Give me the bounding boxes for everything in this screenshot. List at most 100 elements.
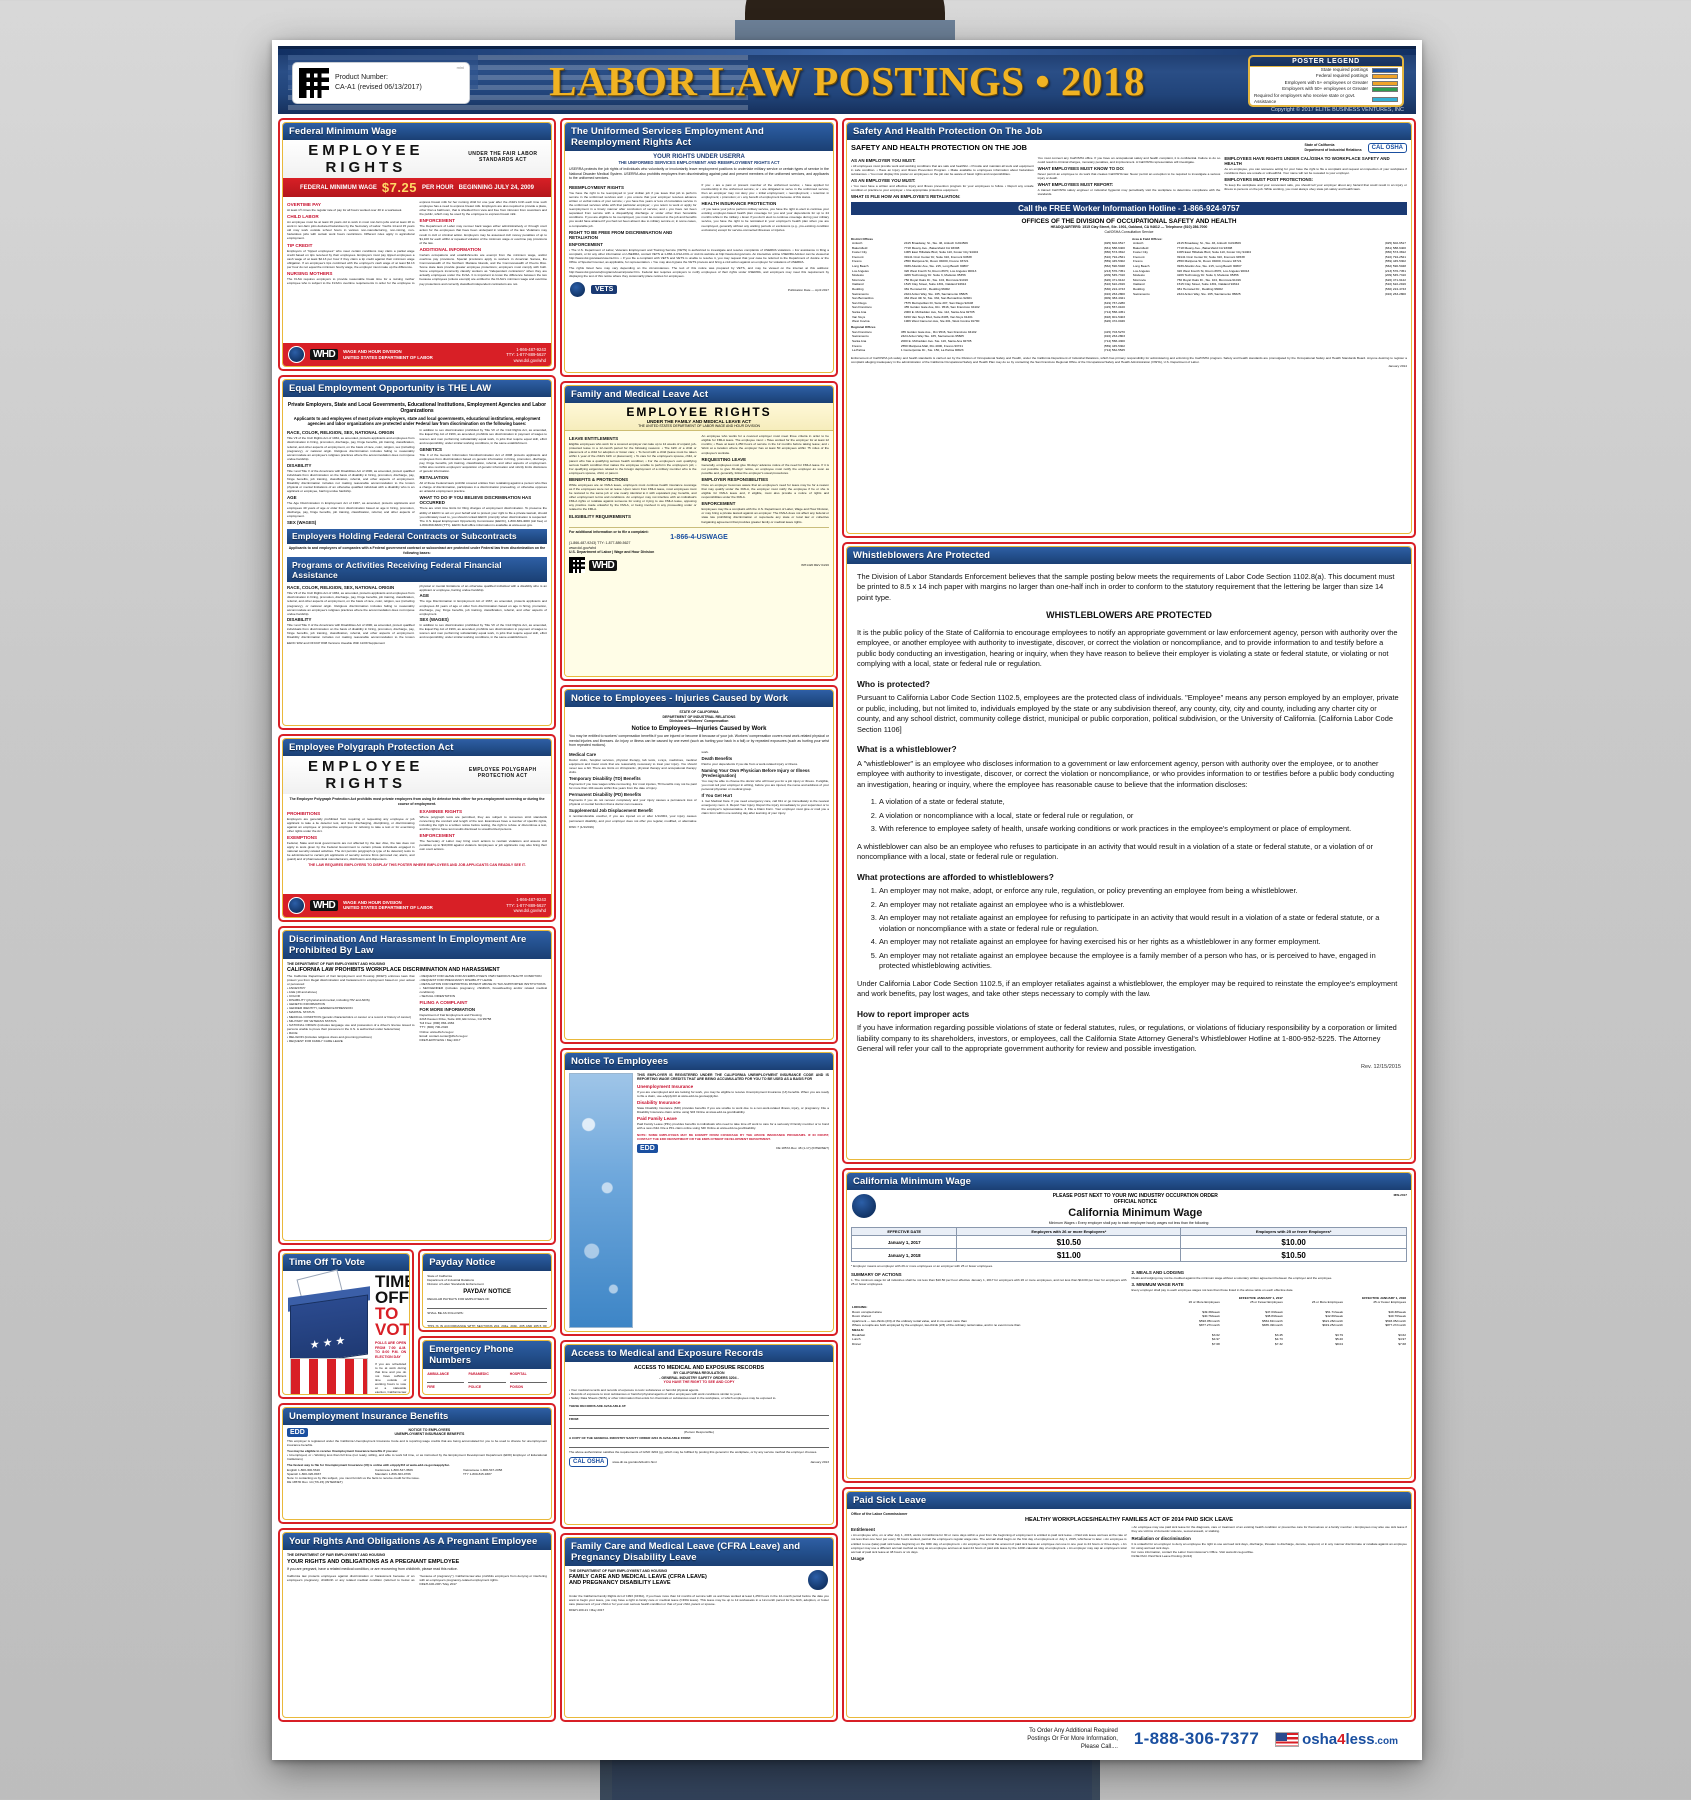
payday-field-input-1[interactable] [427,1316,547,1323]
whd-website[interactable]: www.dol.gov/whd [513,908,546,914]
office-phone[interactable]: (916) 263-2800 [1384,291,1406,296]
office-phone[interactable]: (909) 383-4321 [1103,296,1125,301]
office-phone[interactable]: (209) 545-7310 [1384,273,1406,278]
emergency-input[interactable] [468,1377,506,1384]
office-phone[interactable]: (209) 545-7310 [1103,273,1125,278]
cell-value: $40.76/week [1202,1314,1220,1319]
emergency-number-fields[interactable]: AMBULANCE FIRE PARAMEDIC POLICE HOSPITAL POIS… [427,1371,548,1394]
office-phone[interactable]: (510) 794-2521 [1384,254,1406,259]
fmla-contact-phone[interactable]: 1-866-4-USWAGE [670,534,728,542]
office-phone[interactable]: (619) 767-2280 [1103,300,1125,305]
office-address: 4206 Technology Dr. Suite 3, Modesto 953… [1176,273,1239,278]
eeo-federal-contractors-intro: Applicants to and employees of companies… [288,545,546,555]
office-phone[interactable]: (818) 901-5403 [1103,314,1125,319]
safety-hotline[interactable]: Call the FREE Worker Information Hotline… [851,202,1407,216]
office-name: Fremont [852,254,864,259]
records-website[interactable]: www.dir.ca.gov/dosh/dosh1.html [612,1459,657,1464]
office-phone[interactable]: (714) 558-4451 [1103,309,1125,314]
office-phone[interactable]: (559) 445-5302 [1103,259,1125,264]
ui-office-line[interactable]: English 1-800-300-5616 [287,1467,321,1472]
panel-title-payday-notice: Payday Notice [423,1254,551,1272]
office-phone[interactable]: (661) 588-6400 [1103,245,1125,250]
list-item: With reference to employee safety of hea… [879,824,1401,835]
office-name: San Diego [852,300,867,305]
office-phone[interactable]: (661) 588-6400 [1384,245,1406,250]
eeo-covered-entities: Private Employers, State and Local Gover… [287,402,547,415]
section-heading-3: WHAT EMPLOYEES MUST KNOW TO DO: [1037,166,1125,172]
ui-office-line[interactable]: TTY 1-800-815-9387 [463,1471,492,1476]
office-phone[interactable]: (925) 602-6517 [1103,241,1125,246]
notice-heading-1: Disability Insurance [637,1099,681,1105]
california-seal-icon [851,1192,877,1219]
cell-value: $4.97 [1212,1337,1220,1342]
fmla-contact-tty[interactable]: (1-866-487-9243) TTY: 1-877-889-5627 [569,541,631,546]
office-phone[interactable]: (714) 558-4300 [1103,339,1125,344]
office-phone[interactable]: (925) 602-6517 [1384,241,1406,246]
whd-website[interactable]: www.dol.gov/whd [513,357,546,363]
payday-form-fields: REGULAR PAYDAYS FOR EMPLOYEES OF SHALL BE… [427,1297,547,1327]
section-heading-1: EXEMPTIONS [287,835,318,841]
dfeh-tty[interactable]: TTY: (800) 700-2320 [419,1025,449,1030]
office-phone[interactable]: (916) 263-2800 [1103,291,1125,296]
cell-value: $593.05/month [1385,1318,1406,1323]
office-phone[interactable]: (530) 224-4743 [1103,286,1125,291]
office-phone[interactable]: (510) 794-2521 [1103,254,1125,259]
office-phone[interactable]: (626) 471-9122 [1384,277,1406,282]
office-phone[interactable]: (415) 557-0100 [1103,305,1125,310]
table-row: Van Nuys 6150 Van Nuys Blvd, Suite #405, … [851,314,1126,319]
assist-body-2: The Age Discrimination in Employment Act… [419,599,548,616]
emergency-input[interactable] [427,1390,464,1394]
office-phone[interactable]: (510) 622-2916 [1103,282,1125,287]
dfeh-website[interactable]: Online: www.dfeh.ca.gov [419,1029,454,1034]
office-name: San Bernardino [852,296,874,301]
section-heading-3: NURSING MOTHERS [287,271,333,277]
office-phone[interactable]: (559) 445-5302 [1103,343,1125,348]
emergency-input[interactable] [509,1377,548,1384]
dfeh-email[interactable]: Email: contact.center@dfeh.ca.gov [419,1033,468,1038]
whd-phone[interactable]: 1-866-487-9243 [516,897,546,903]
ui-language-phone-list[interactable]: English 1-800-300-5616 Spanish 1-800-326-… [287,1468,547,1476]
osha4less-logo[interactable]: osha4less.com [1275,1731,1398,1748]
eeo-bases-text: RACE, COLOR, RELIGION, SEX, NATIONAL ORI… [287,428,547,527]
cell-value: $49.38/week [1202,1309,1220,1314]
office-phone[interactable]: (626) 471-9122 [1103,277,1125,282]
emergency-input[interactable] [468,1390,505,1394]
ui-office-line[interactable]: Mandarin 1-866-303-0706 [375,1471,411,1476]
office-phone[interactable]: (562) 590-5048 [1384,264,1406,269]
office-phone[interactable]: (510) 622-2916 [1384,282,1406,287]
office-phone[interactable]: (415) 703-5270 [1103,329,1125,334]
panel-title-unemployment-insurance: Unemployment Insurance Benefits [283,1407,551,1425]
whd-tty[interactable]: TTY: 1-877-889-5627 [506,352,546,358]
office-phone[interactable]: (916) 263-2803 [1103,334,1125,339]
ui-office-line[interactable]: Cantonese 1-800-547-3506 [375,1467,413,1472]
order-phone-number[interactable]: 1-888-306-7377 [1133,1729,1260,1748]
office-phone[interactable]: (530) 224-4743 [1384,286,1406,291]
emergency-input[interactable] [510,1390,547,1394]
office-phone[interactable]: (626) 472-0046 [1103,319,1125,324]
assist-body-0: Title VII of the Civil Rights Act of 196… [287,591,415,616]
wb-lead: The Division of Labor Standards Enforcem… [857,571,1395,602]
office-phone[interactable]: (213) 576-7451 [1384,268,1406,273]
office-phone[interactable]: (559) 445-5302 [1384,259,1406,264]
whd-phone[interactable]: 1-866-487-9243 [516,346,546,352]
order-line-3: Please Call.... [1080,1744,1118,1750]
emergency-input[interactable] [427,1377,465,1384]
emergency-label: AMBULANCE [427,1371,450,1376]
employee-rights-band: EMPLOYEE RIGHTS UNDER THE FAIR LABOR STA… [283,140,551,178]
office-phone[interactable]: (650) 573-3812 [1103,250,1125,255]
payday-field-input-0[interactable] [427,1303,547,1310]
section-body-2: Every employer shall pay to each employe… [1131,1288,1294,1293]
office-phone[interactable]: (562) 590-5048 [1103,264,1125,269]
table-row: Lunch $4.97 $4.73 $5.20 $4.97 [851,1337,1407,1342]
ui-office-line[interactable]: Vietnamese 1-800-547-2058 [463,1467,503,1472]
office-phone[interactable]: (650) 573-3812 [1384,250,1406,255]
section-heading-2: HEALTH INSURANCE PROTECTION [701,201,777,207]
polygraph-intro: The Employee Polygraph Protection Act pr… [289,797,545,807]
office-phone[interactable]: (714) 562-5525 [1103,348,1125,353]
fmla-contact-website[interactable]: www.dol.gov/whd [569,545,597,550]
ui-office-line[interactable]: Spanish 1-800-326-8937 [287,1471,322,1476]
office-phone[interactable]: (213) 576-7451 [1103,268,1125,273]
dfeh-phone[interactable]: Toll Free: (800) 884-1684 [419,1021,455,1026]
whd-tty[interactable]: TTY: 1-877-889-5627 [506,902,546,908]
section-heading-6: WHAT TO DO IF YOU BELIEVE DISCRIMINATION… [419,495,532,506]
